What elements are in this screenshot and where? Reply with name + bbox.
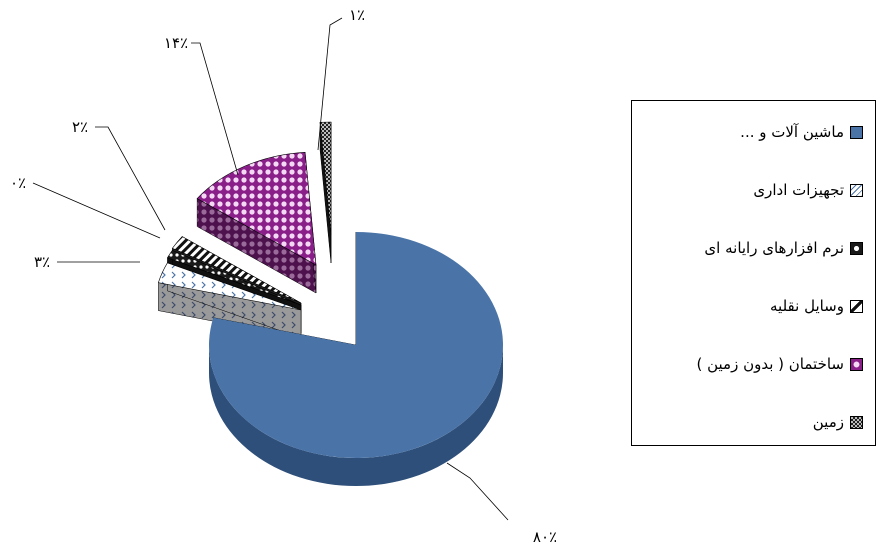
legend-item: نرم افزارهای رایانه ای [704,237,863,259]
legend-label: نرم افزارهای رایانه ای [704,239,844,257]
pie-slice-top [171,236,302,304]
data-label: ۱۴٪ [164,34,188,52]
data-label: ۲٪ [72,118,88,136]
legend-label: وسایل نقلیه [770,297,844,315]
dotted-pattern-swatch-icon [850,241,863,255]
data-label: ۰٪ [10,174,26,192]
legend-label: ساختمان ( بدون زمین ) [696,355,844,373]
pie-slice-top [319,121,332,236]
pie-slice-side [209,345,503,486]
leader-line [446,462,509,521]
legend-item: وسایل نقلیه [770,295,863,317]
purple-dot-swatch-icon [850,357,863,371]
data-label: ۸۰٪ [533,528,557,544]
leader-line [95,126,166,231]
pie-slices [157,121,503,486]
pie-slice [196,151,317,294]
legend-item: تجهیزات اداری [753,179,863,201]
legend-label: زمین [812,413,844,431]
data-labels: ۸۰٪ ۳٪ ۰٪ ۲٪ ۱۴٪ ۱٪ [10,6,557,544]
checker-swatch-icon [850,415,863,429]
legend-item: زمین [813,411,863,433]
pie-slice-top [208,232,503,458]
leader-line [317,17,343,151]
pie-slice-top [166,249,302,306]
pie-slice [157,262,302,339]
legend-item: ساختمان ( بدون زمین ) [696,353,863,375]
pie-slice-top [157,262,302,311]
legend-label: تجهیزات اداری [753,181,844,199]
leader-line [191,42,239,176]
leader-line [32,182,161,239]
pie-slice [319,121,332,264]
solid-blue-swatch-icon [850,125,863,139]
diagonal-stripe-swatch-icon [850,299,863,313]
legend: ماشین آلات و ... تجهیزات اداری نرم افزار… [631,100,876,446]
data-label: ۱٪ [349,6,365,24]
legend-item: ماشین آلات و ... [740,121,863,143]
legend-label: ماشین آلات و ... [740,123,844,141]
data-label: ۳٪ [34,253,50,271]
pie-slice-top [196,151,317,266]
chevron-pattern-swatch-icon [850,183,863,197]
pie-slice [208,232,503,486]
